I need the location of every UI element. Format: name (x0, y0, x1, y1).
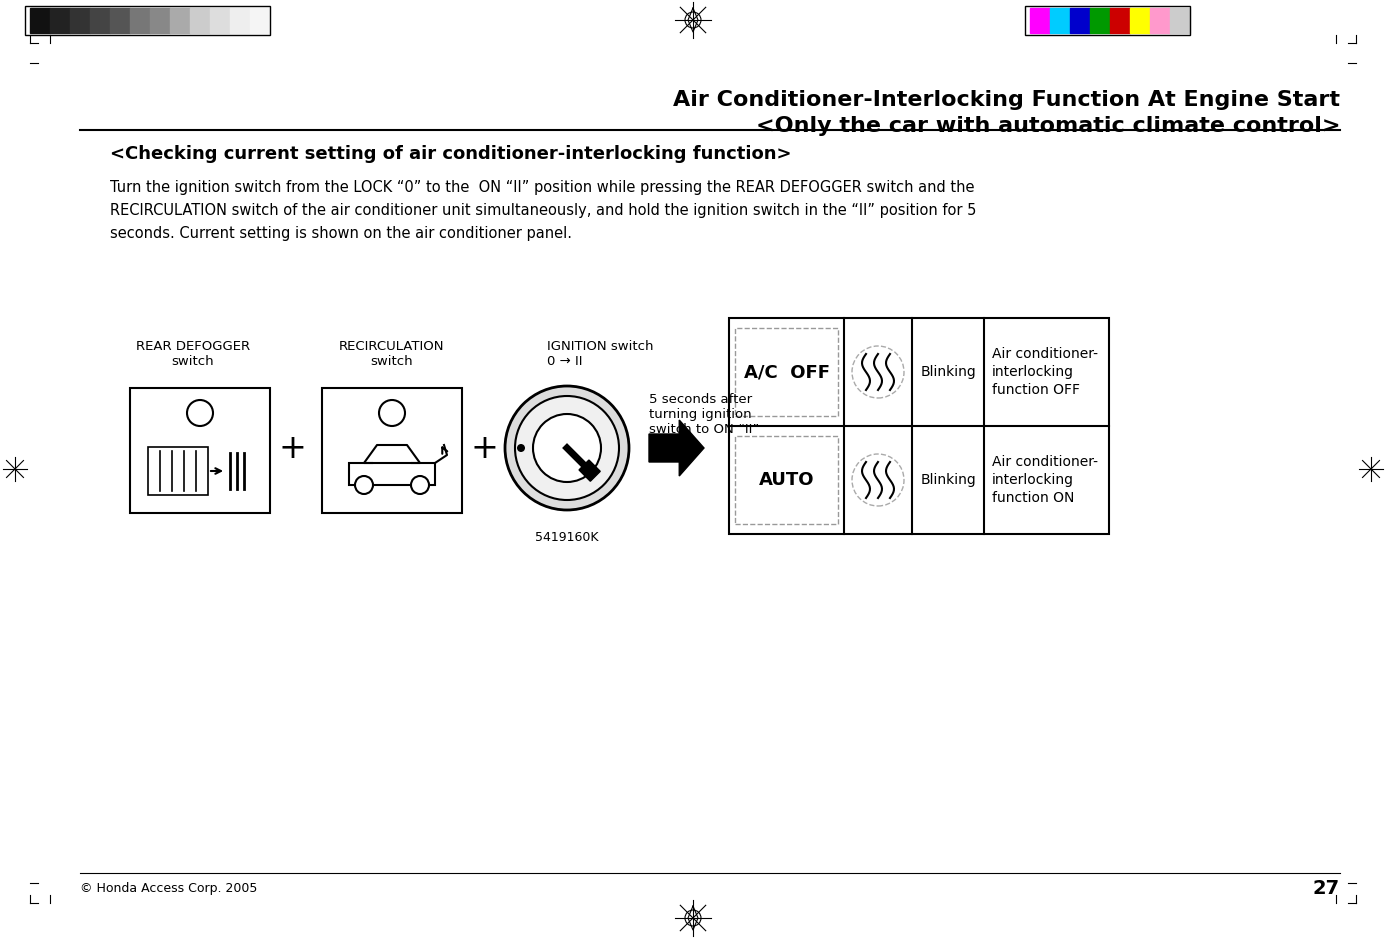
Bar (50, 8, 71, 33)
Circle shape (505, 386, 629, 510)
Circle shape (412, 476, 430, 494)
Bar (71, 8, 90, 33)
Bar (735, 328, 839, 416)
Bar (130, 8, 150, 33)
Text: © Honda Access Corp. 2005: © Honda Access Corp. 2005 (80, 882, 258, 895)
Bar (1051, 8, 1070, 33)
Bar (30, 8, 50, 33)
Bar (1130, 8, 1150, 33)
Bar (1070, 8, 1089, 33)
Polygon shape (649, 420, 704, 476)
Text: +: + (470, 431, 498, 464)
Bar (148, 447, 208, 495)
Polygon shape (579, 460, 600, 481)
Text: 5419160K: 5419160K (535, 531, 599, 544)
Bar (729, 318, 1109, 534)
Bar (1089, 8, 1110, 33)
Text: <Only the car with automatic climate control>: <Only the car with automatic climate con… (755, 116, 1340, 136)
Bar (211, 8, 230, 33)
Text: Air conditioner-
interlocking
function ON: Air conditioner- interlocking function O… (992, 455, 1098, 506)
Text: REAR DEFOGGER
switch: REAR DEFOGGER switch (136, 340, 249, 368)
Text: <Checking current setting of air conditioner-interlocking function>: <Checking current setting of air conditi… (109, 145, 791, 163)
Text: A/C  OFF: A/C OFF (743, 363, 829, 381)
Bar (322, 388, 462, 513)
Bar (230, 8, 249, 33)
Bar (109, 8, 130, 33)
Circle shape (534, 414, 602, 482)
Text: RECIRCULATION
switch: RECIRCULATION switch (340, 340, 445, 368)
Bar (190, 8, 211, 33)
Bar (1026, 6, 1191, 35)
Bar (249, 8, 270, 33)
Bar (1170, 8, 1191, 33)
Bar (735, 436, 839, 524)
Bar (170, 8, 190, 33)
Bar (150, 8, 170, 33)
Circle shape (516, 396, 620, 500)
Text: Air Conditioner-Interlocking Function At Engine Start: Air Conditioner-Interlocking Function At… (674, 90, 1340, 110)
Bar (1030, 8, 1051, 33)
Text: IGNITION switch
0 → II: IGNITION switch 0 → II (547, 340, 654, 368)
Bar (349, 463, 435, 485)
Text: Air conditioner-
interlocking
function OFF: Air conditioner- interlocking function O… (992, 347, 1098, 398)
Text: Turn the ignition switch from the LOCK “0” to the  ON “II” position while pressi: Turn the ignition switch from the LOCK “… (109, 180, 976, 241)
Circle shape (355, 476, 373, 494)
Circle shape (517, 444, 525, 452)
Text: AUTO: AUTO (758, 471, 814, 489)
Bar (90, 8, 109, 33)
Bar (1110, 8, 1130, 33)
Text: Blinking: Blinking (920, 473, 976, 487)
Text: Blinking: Blinking (920, 365, 976, 379)
Bar (1150, 8, 1170, 33)
Text: 5 seconds after
turning ignition
switch to ON “II”: 5 seconds after turning ignition switch … (649, 393, 760, 436)
Bar (25, 6, 270, 35)
Text: 27: 27 (1313, 879, 1340, 898)
Bar (130, 388, 270, 513)
Text: +: + (279, 431, 306, 464)
